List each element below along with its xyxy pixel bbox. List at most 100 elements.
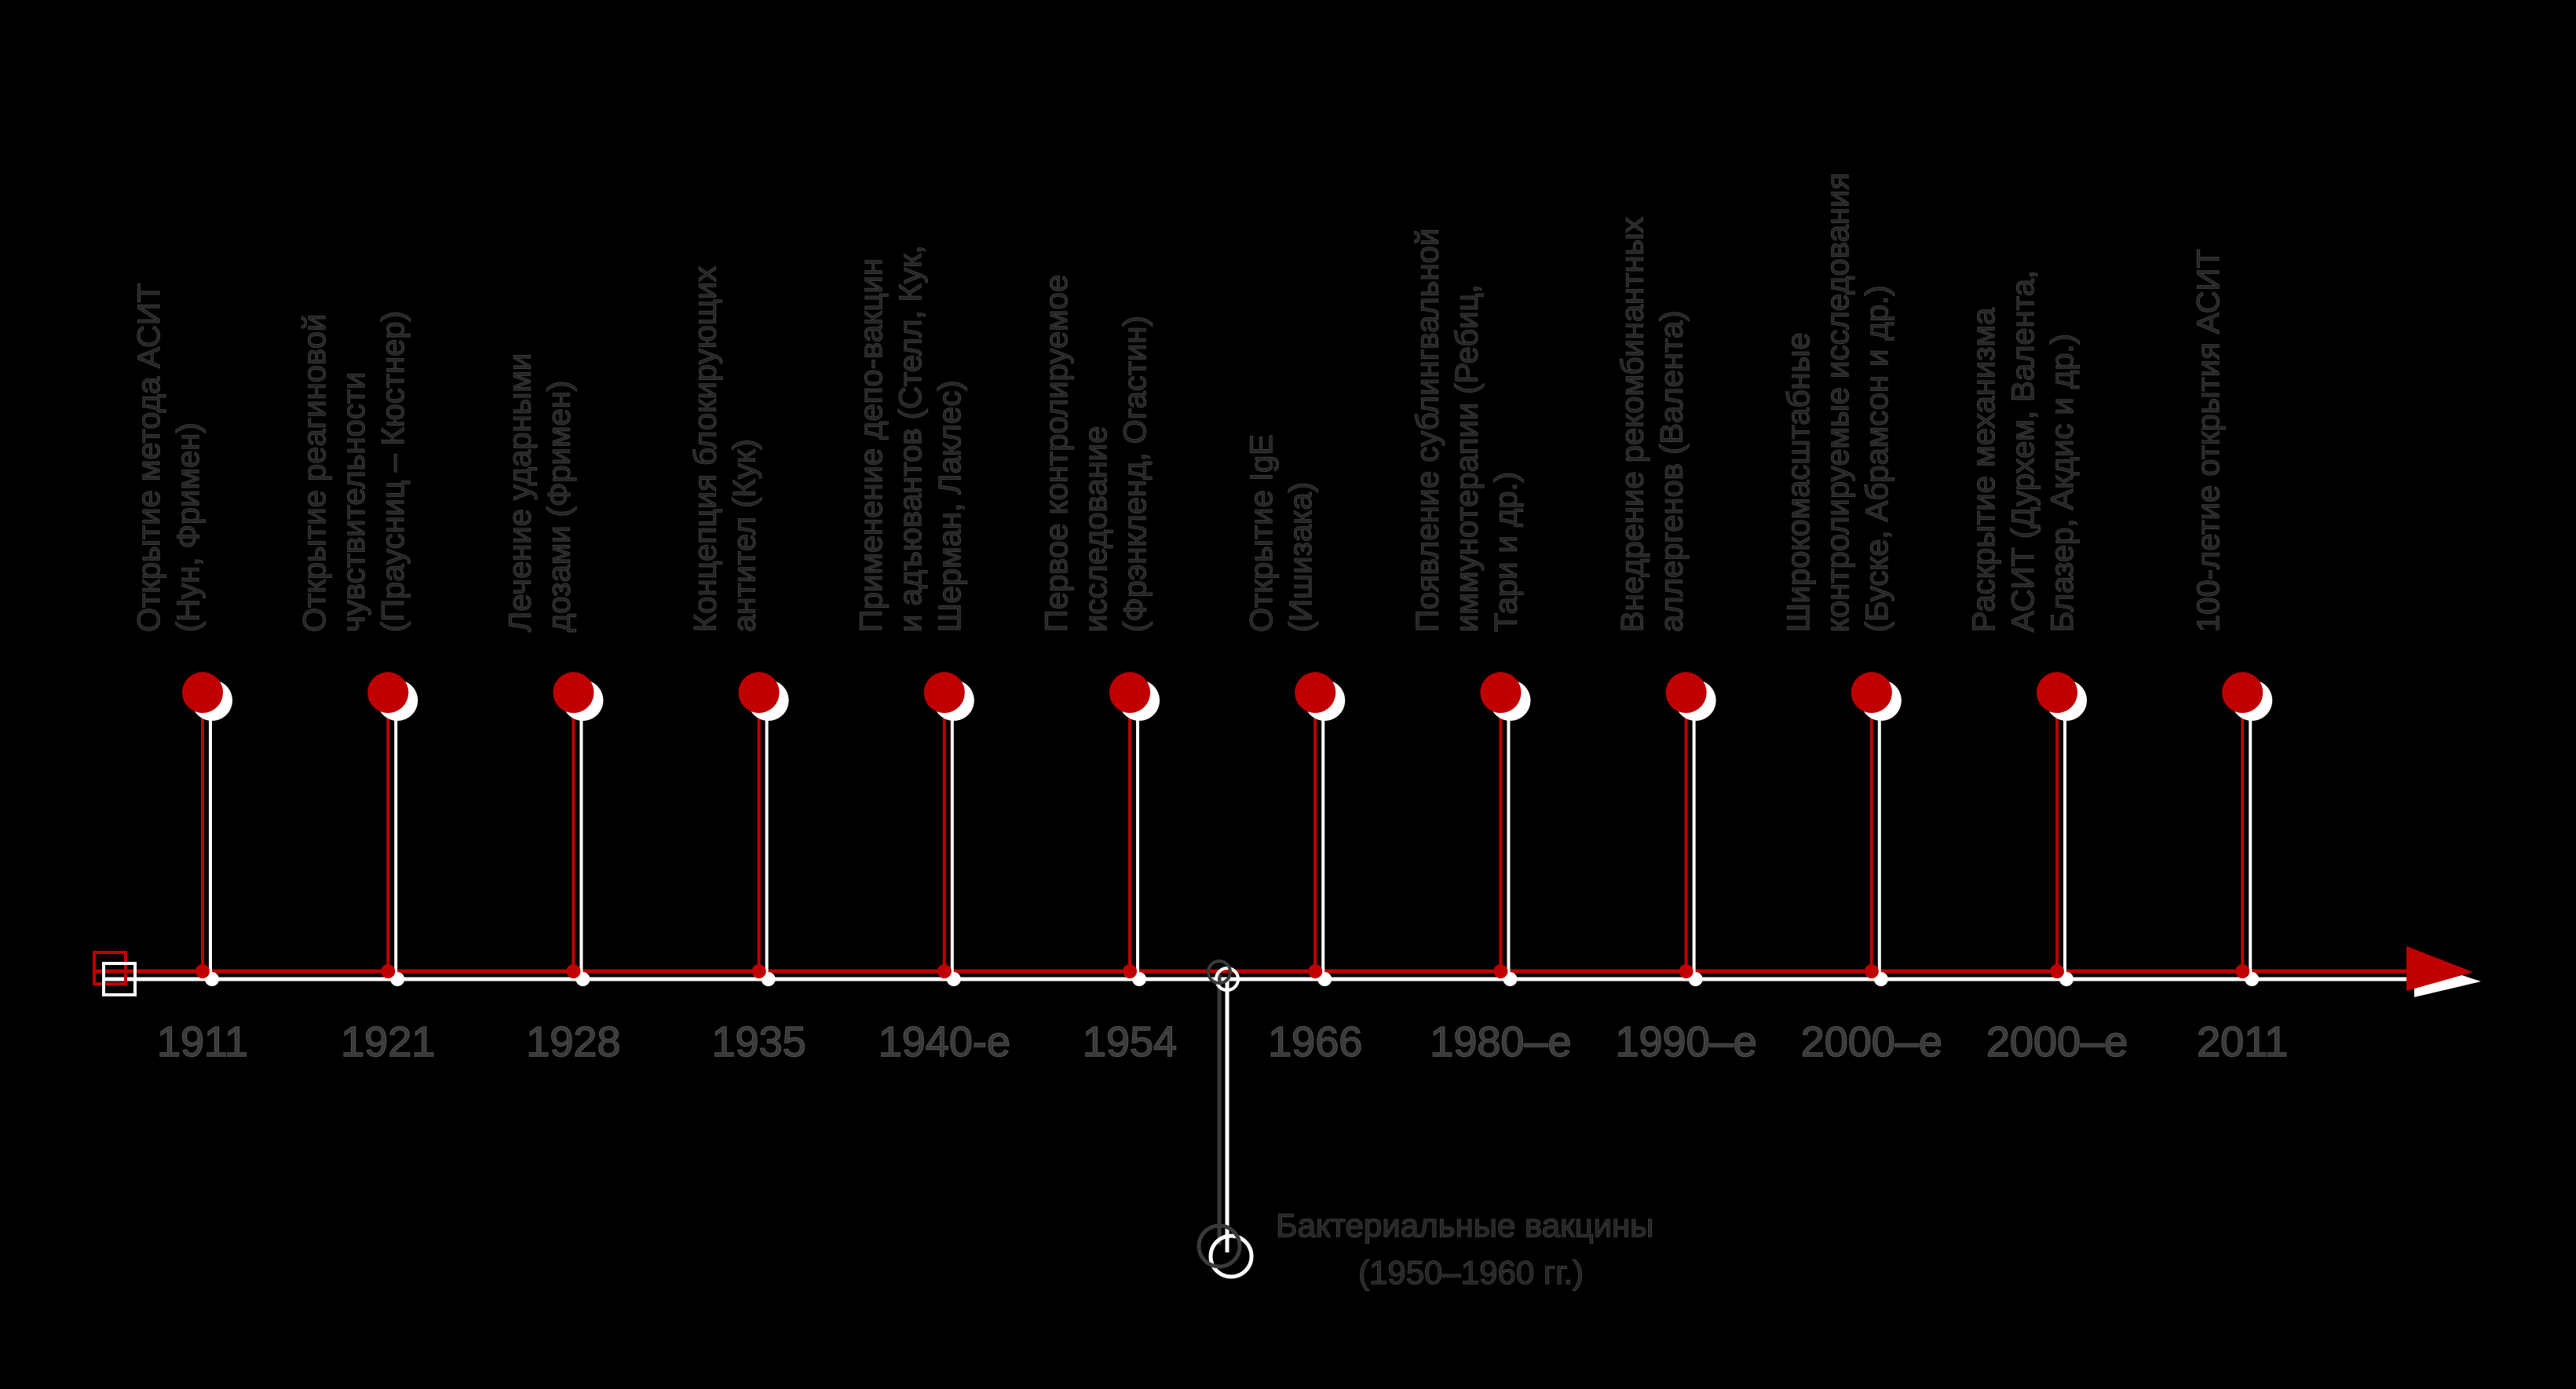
timeline-event: 1921 Открытие реагиновой чувствительности(… <box>298 310 436 1066</box>
side-event-label-line: Бактериальные вакцины <box>1276 1207 1653 1244</box>
event-description-line: иммунотерапии (Ребиц, <box>1449 284 1484 632</box>
side-event-label-line: (1950–1960 гг.) <box>1358 1254 1584 1291</box>
event-marker <box>1109 672 1150 713</box>
axis-dot <box>566 964 581 978</box>
axis-dot-shadow <box>575 972 590 986</box>
axis-dot-shadow <box>1132 972 1146 986</box>
events-layer: 1911 Открытие метода АСИТ (Нун, Фримен) 192… <box>131 173 2289 1066</box>
event-year: 2000–е <box>1986 1018 2128 1066</box>
event-year: 1921 <box>341 1018 435 1066</box>
timeline-event: 1980–е Появление сублингвальной иммунотера… <box>1410 228 1572 1066</box>
side-event-top-ring-white <box>1215 967 1240 992</box>
event-description-line: Применение депо-вакцин <box>854 258 889 632</box>
timeline-event: 1966 Открытие IgE (Ишизака) <box>1244 433 1363 1066</box>
event-description-line: (Нун, Фримен) <box>171 422 206 632</box>
event-marker <box>1480 672 1522 713</box>
event-description-line: и адъювантов (Стелл, Кук, <box>893 245 928 632</box>
axis-start-square-white <box>102 962 137 996</box>
axis-dot <box>1864 964 1879 978</box>
event-marker <box>2222 672 2264 713</box>
timeline-event: 1928 Лечение ударными дозами (Фримен) <box>502 353 621 1066</box>
axis-dot-shadow <box>761 972 776 986</box>
event-year: 1966 <box>1268 1018 1362 1066</box>
event-description-line: Блазер, Акдис и др.) <box>2045 334 2080 632</box>
event-description-line: Лечение ударными <box>502 353 537 632</box>
event-description-line: Тари и др.) <box>1489 472 1523 632</box>
event-description-line: чувствительности <box>337 371 371 632</box>
timeline-event: 1990–е Внедрение рекомбинантных аллергенов… <box>1615 217 1758 1066</box>
side-event-branch: Бактериальные вакцины (1950–1960 гг.) <box>1197 960 1663 1292</box>
event-year: 1990–е <box>1615 1018 1756 1066</box>
event-marker <box>367 672 409 713</box>
axis-dot <box>1308 964 1323 978</box>
event-marker <box>1295 672 1336 713</box>
event-description-line: Концепция блокирующих <box>689 266 723 632</box>
event-description-line: 100-летие открытия АСИТ <box>2191 249 2226 632</box>
event-description-line: дозами (Фримен) <box>542 381 576 632</box>
event-description-line: Раскрытие механизма <box>1967 307 2001 632</box>
axis-dot-shadow <box>1688 972 1703 986</box>
event-description-line: контролируемые исследования <box>1821 173 1855 632</box>
event-description-line: (Ишизака) <box>1284 482 1318 632</box>
axis-dot <box>2235 964 2250 978</box>
axis-start-square-red <box>93 951 127 985</box>
event-description-line: Широкомасштабные <box>1781 332 1816 632</box>
event-description-line: исследование <box>1079 426 1113 632</box>
event-description-line: Открытие IgE <box>1244 434 1279 632</box>
event-year: 2011 <box>2197 1018 2288 1066</box>
axis-dot-shadow <box>390 972 405 986</box>
event-description-line: Шерман, Лаклес) <box>933 380 967 632</box>
event-description-line: (Фрэнкленд, Огастин) <box>1118 316 1153 632</box>
axis-dot <box>2050 964 2064 978</box>
event-year: 1954 <box>1083 1018 1177 1066</box>
event-marker <box>738 672 780 713</box>
axis-dot-shadow <box>205 972 219 986</box>
event-description-line: Внедрение рекомбинантных <box>1616 217 1650 632</box>
side-event-bottom-ring-white <box>1208 1234 1254 1279</box>
axis-dot <box>195 964 210 978</box>
timeline-event: 2000–е Раскрытие механизма АСИТ (Дурхем, В… <box>1966 269 2128 1066</box>
side-event-bottom-ring <box>1197 1223 1242 1269</box>
event-marker <box>2037 672 2077 713</box>
event-year: 1935 <box>712 1018 806 1066</box>
side-event-top-ring <box>1207 960 1232 985</box>
axis-dot-shadow <box>1503 972 1518 986</box>
axis-dot <box>937 964 952 978</box>
event-description-line: аллергенов (Валента) <box>1655 311 1690 632</box>
axis-dot <box>751 964 766 978</box>
event-description-line: Открытие реагиновой <box>298 314 332 632</box>
event-marker <box>1665 672 1707 713</box>
axis-dot-shadow <box>946 972 961 986</box>
event-description-line: (Праусниц – Кюстнер) <box>376 311 411 632</box>
event-description-line: АСИТ (Дурхем, Валента, <box>2006 270 2041 632</box>
event-year: 1911 <box>157 1018 248 1066</box>
event-year: 1940-е <box>879 1018 1010 1066</box>
side-event-label: Бактериальные вакцины (1950–1960 гг.) <box>1276 1207 1663 1291</box>
event-year: 1928 <box>526 1018 620 1066</box>
axis-arrow-head <box>2406 946 2473 991</box>
event-year: 1980–е <box>1430 1018 1571 1066</box>
axis-dot-shadow <box>1317 972 1332 986</box>
axis-dot <box>1679 964 1694 978</box>
timeline-event: 2000–е Широкомасштабные контролируемые исс… <box>1781 173 1942 1066</box>
timeline-event: 1935 Концепция блокирующих антител (Кук) <box>688 265 806 1066</box>
axis-dot-shadow <box>1873 972 1888 986</box>
axis-dot-shadow <box>2059 972 2074 986</box>
timeline-event: 1954 Первое контролируемое исследование (Фр… <box>1039 274 1177 1066</box>
timeline-event: 1911 Открытие метода АСИТ (Нун, Фримен) <box>131 283 248 1066</box>
event-description-line: Открытие метода АСИТ <box>132 283 166 632</box>
axis-dot-shadow <box>2245 972 2260 986</box>
event-marker <box>553 672 594 713</box>
timeline-event: 2011 100-летие открытия АСИТ <box>2191 249 2289 1066</box>
event-description-line: Появление сублингвальной <box>1410 228 1445 632</box>
event-description-line: (Буске, Абрамсон и др.) <box>1860 285 1895 632</box>
axis-dot <box>381 964 396 978</box>
timeline-event: 1940-е Применение депо-вакцин и адъювантов… <box>853 245 1010 1066</box>
event-description-line: Первое контролируемое <box>1040 275 1074 632</box>
event-marker <box>923 672 965 713</box>
axis-dot <box>1493 964 1508 978</box>
event-marker <box>182 672 223 713</box>
axis-dot <box>1123 964 1137 978</box>
